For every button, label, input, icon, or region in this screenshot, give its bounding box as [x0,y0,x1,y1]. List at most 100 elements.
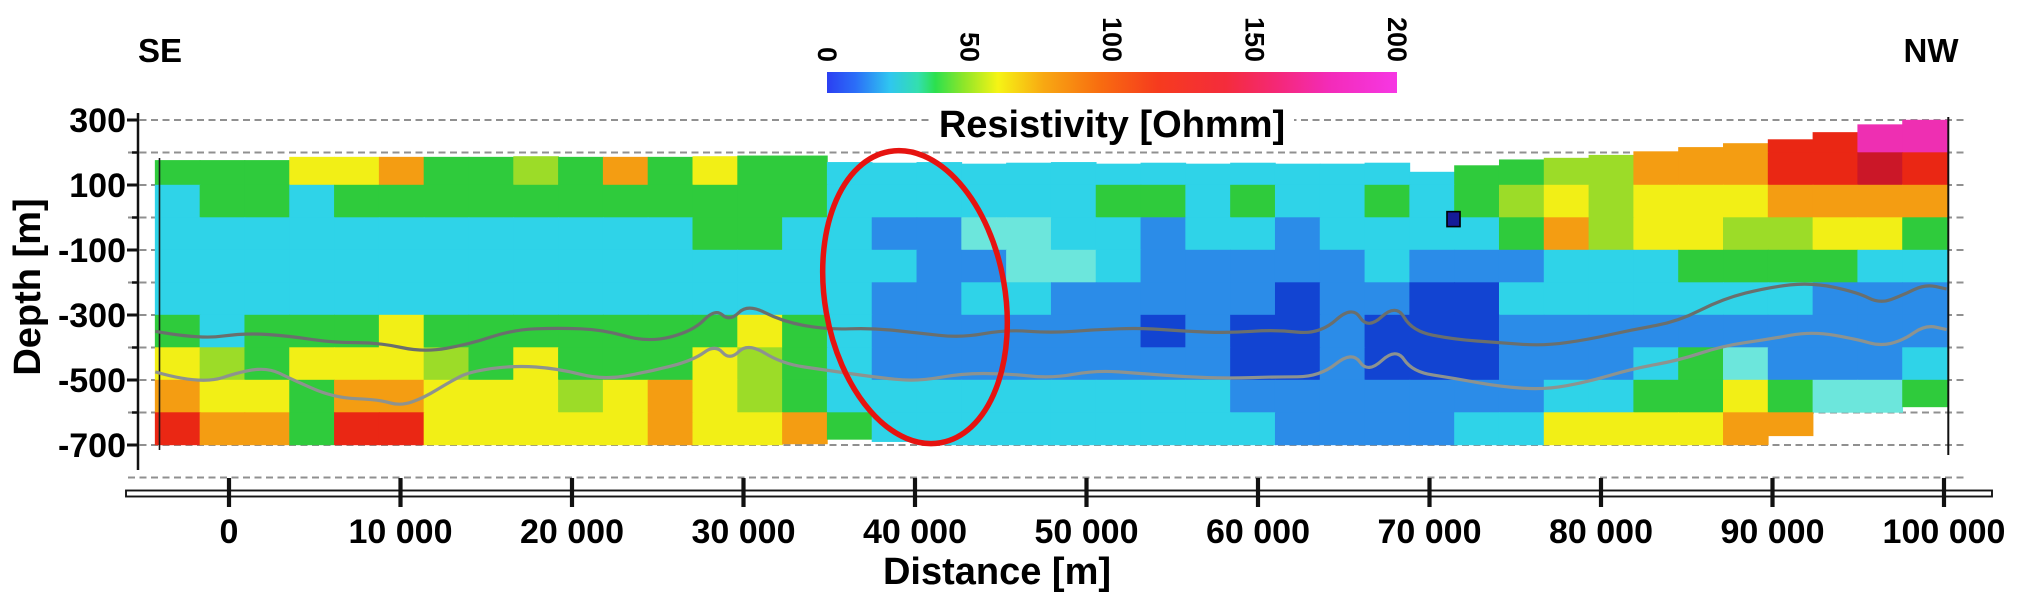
resistivity-cell [1588,282,1635,316]
resistivity-cell [1095,412,1142,446]
resistivity-cell [1543,347,1590,381]
resistivity-cell [1767,314,1814,348]
resistivity-cell [1812,132,1859,153]
resistivity-cell [154,379,201,413]
resistivity-cell [602,156,649,186]
resistivity-cell [1274,412,1321,446]
resistivity-cell [423,217,470,251]
resistivity-cell [647,347,694,381]
resistivity-cell [602,217,649,251]
resistivity-cell [1633,314,1680,348]
y-axis-tick-label: 100 [69,167,126,205]
resistivity-cell [289,156,335,186]
x-axis-tick-label: 40 000 [863,513,967,551]
resistivity-cell [558,412,604,446]
resistivity-cell [1050,379,1097,413]
resistivity-cell [737,155,783,186]
resistivity-cell [244,160,291,186]
resistivity-cell [1050,282,1097,316]
resistivity-cell [1723,412,1769,446]
resistivity-cell [1857,379,1904,413]
resistivity-cell [1050,249,1097,283]
resistivity-cell [468,249,515,283]
y-axis-tick-label: -500 [58,362,126,400]
resistivity-cell [513,184,559,218]
colorbar-gradient [827,72,1397,93]
resistivity-cell [1902,119,1948,153]
resistivity-cell [1678,412,1724,446]
resistivity-cell [1723,347,1769,381]
resistivity-cell [1230,412,1276,446]
resistivity-cell [692,347,739,381]
resistivity-cell [916,184,963,218]
resistivity-cell [1588,217,1635,251]
resistivity-cell [1006,162,1052,186]
resistivity-cell [378,379,425,413]
resistivity-cell [199,160,246,186]
resistivity-cell [1140,412,1187,446]
resistivity-cell [1364,162,1411,186]
resistivity-cell [378,217,425,251]
resistivity-cell [871,184,918,218]
resistivity-cell [244,184,291,218]
resistivity-cell [558,282,604,316]
resistivity-cell [871,347,918,381]
resistivity-cell [1857,184,1904,218]
resistivity-cell [1409,314,1455,348]
x-axis-tick-label: 100 000 [1883,513,2006,551]
resistivity-cell [916,162,963,186]
resistivity-cell [1723,152,1769,186]
resistivity-cell [289,379,335,413]
resistivity-cell [1543,217,1590,251]
resistivity-cell [154,160,201,186]
resistivity-cell [1678,249,1724,283]
resistivity-cell [1409,282,1455,316]
resistivity-cell [647,282,694,316]
x-axis-title: Distance [m] [883,551,1111,593]
resistivity-cell [423,249,470,283]
resistivity-cell [1364,347,1411,381]
resistivity-cell [468,156,515,186]
resistivity-cell [378,184,425,218]
colorbar-tick-label: 50 [955,32,985,62]
resistivity-cell [1454,165,1500,186]
resistivity-cell [199,249,246,283]
resistivity-cell [916,282,963,316]
resistivity-cell [1095,217,1142,251]
resistivity-cell [1364,217,1411,251]
resistivity-cell [1185,249,1231,283]
resistivity-cell [1498,282,1545,316]
resistivity-cell [423,156,470,186]
resistivity-cell [1812,347,1859,381]
resistivity-cell [961,282,1007,316]
resistivity-cell [513,217,559,251]
resistivity-cell [1006,249,1052,283]
resistivity-cell [1050,217,1097,251]
resistivity-cell [871,217,918,251]
resistivity-cell [1454,249,1500,283]
resistivity-cell [1543,282,1590,316]
resistivity-cell [1274,163,1321,186]
resistivity-cell [1454,217,1500,251]
resistivity-cell [1678,379,1724,413]
resistivity-cell [737,184,783,218]
resistivity-cell [334,249,380,283]
resistivity-cell [1812,184,1859,218]
resistivity-cell [1588,379,1635,413]
resistivity-cell [1095,249,1142,283]
resistivity-cell [1140,162,1187,186]
resistivity-cell [334,217,380,251]
resistivity-cell [647,379,694,413]
resistivity-cell [871,162,918,186]
resistivity-cell [468,347,515,381]
y-axis-tick-label: -100 [58,232,126,270]
resistivity-cell [1723,217,1769,251]
resistivity-cell [423,412,470,446]
resistivity-cell [1364,184,1411,218]
x-axis-tick-label: 60 000 [1206,513,1310,551]
resistivity-cell [1812,379,1859,413]
resistivity-cell [1095,379,1142,413]
resistivity-cell [1454,184,1500,218]
resistivity-cell [1230,162,1276,186]
